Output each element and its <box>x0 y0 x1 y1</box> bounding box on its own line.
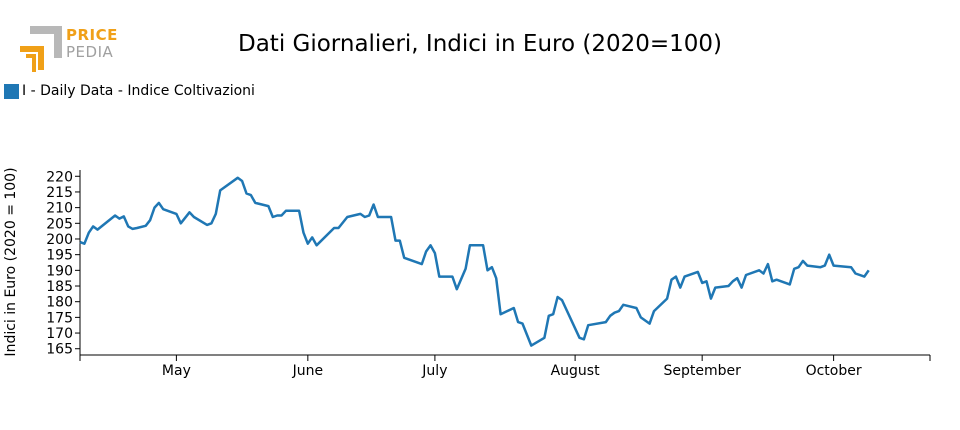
series-line <box>79 176 870 347</box>
y-tick-label: 200 <box>46 232 73 248</box>
chart-title: Dati Giornalieri, Indici in Euro (2020=1… <box>238 31 722 57</box>
series-layer <box>79 176 870 347</box>
x-tick-label: May <box>162 363 191 379</box>
y-tick-label: 195 <box>46 248 73 264</box>
x-tick-label: July <box>421 363 447 379</box>
y-tick-label: 215 <box>46 185 73 201</box>
y-tick-label: 220 <box>46 169 73 185</box>
x-tick-label: June <box>292 363 324 379</box>
y-tick-label: 175 <box>46 310 73 326</box>
x-tick-label: September <box>663 363 741 379</box>
pricepedia-logo: PRICE PEDIA <box>18 24 128 74</box>
y-tick-label: 180 <box>46 295 73 311</box>
logo-mark-icon <box>20 26 62 72</box>
y-tick-label: 210 <box>46 201 73 217</box>
y-tick-label: 205 <box>46 216 73 232</box>
legend[interactable]: I - Daily Data - Indice Coltivazioni <box>4 83 255 99</box>
y-tick-label: 190 <box>46 263 73 279</box>
logo-text-pedia: PEDIA <box>66 43 114 61</box>
logo-text-price: PRICE <box>66 26 118 44</box>
legend-label: I - Daily Data - Indice Coltivazioni <box>22 83 255 99</box>
x-tick-label: August <box>551 363 601 379</box>
x-tick-label: October <box>806 363 862 379</box>
legend-swatch <box>4 83 19 99</box>
x-axis: May June July August September October <box>79 354 931 379</box>
y-tick-label: 170 <box>46 326 73 342</box>
y-tick-label: 165 <box>46 342 73 358</box>
y-tick-label: 185 <box>46 279 73 295</box>
y-axis-title: Indici in Euro (2020 = 100) <box>3 167 19 356</box>
